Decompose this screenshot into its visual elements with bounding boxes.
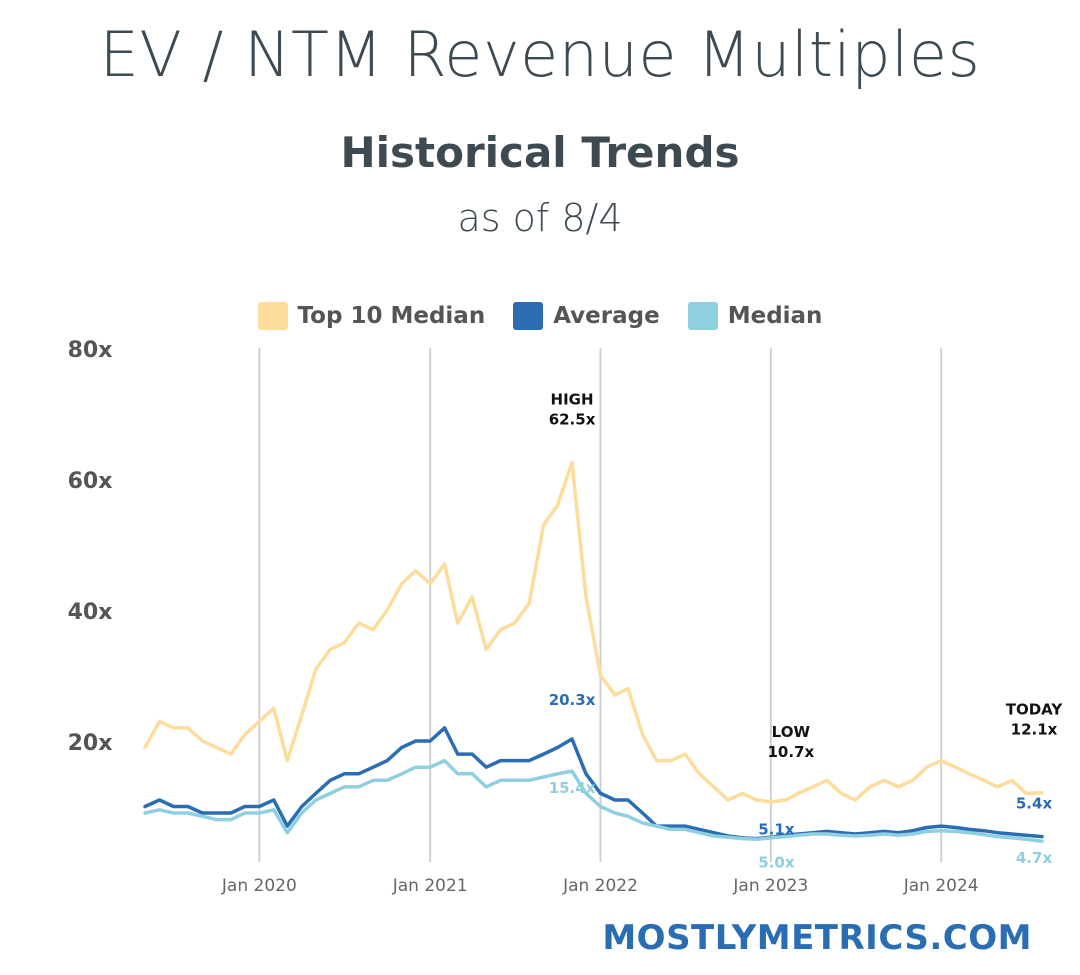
as-of-date: as of 8/4 — [457, 196, 623, 240]
annotation-avg-today: 5.4x — [1016, 795, 1053, 813]
legend-item-median: Median — [687, 302, 823, 330]
x-tick-label: Jan 2024 — [903, 876, 979, 896]
series-line-median — [143, 758, 1044, 843]
chart-legend: Top 10 Median Average Median — [0, 302, 1080, 330]
annotation-high: 62.5x — [549, 411, 596, 429]
series-line-average — [143, 726, 1044, 841]
annotation-high: HIGH — [551, 391, 594, 409]
annotation-low: 10.7x — [768, 743, 815, 761]
annotation-avg-low: 5.1x — [758, 821, 795, 839]
legend-label-top10: Top 10 Median — [297, 303, 486, 329]
x-tick-label: Jan 2023 — [732, 876, 808, 896]
annotation-today: TODAY — [1006, 701, 1064, 719]
annotation-median-today: 4.7x — [1016, 849, 1053, 867]
legend-swatch-top10 — [257, 302, 288, 330]
legend-label-average: Average — [553, 303, 660, 329]
annotation-median-high: 15.4x — [549, 779, 596, 797]
annotation-avg-high: 20.3x — [549, 691, 596, 709]
y-tick-label: 20x — [68, 731, 113, 756]
page-subtitle: Historical Trends — [340, 128, 740, 177]
y-tick-label: 80x — [68, 338, 113, 363]
y-tick-label: 40x — [68, 600, 113, 625]
legend-item-average: Average — [513, 302, 660, 330]
legend-swatch-average — [513, 302, 544, 330]
annotation-low: LOW — [772, 723, 811, 741]
legend-label-median: Median — [727, 303, 823, 329]
page-title: EV / NTM Revenue Multiples — [99, 18, 981, 91]
brand-footer: MOSTLYMETRICS.COM — [602, 918, 1032, 958]
x-tick-label: Jan 2021 — [392, 876, 468, 896]
legend-swatch-median — [687, 302, 718, 330]
x-tick-label: Jan 2020 — [221, 876, 297, 896]
y-tick-label: 60x — [68, 469, 113, 494]
legend-item-top10: Top 10 Median — [257, 302, 486, 330]
series-line-top-10-median — [143, 460, 1044, 804]
x-tick-label: Jan 2022 — [562, 876, 638, 896]
annotation-median-low: 5.0x — [758, 853, 795, 871]
annotation-today: 12.1x — [1011, 721, 1058, 739]
